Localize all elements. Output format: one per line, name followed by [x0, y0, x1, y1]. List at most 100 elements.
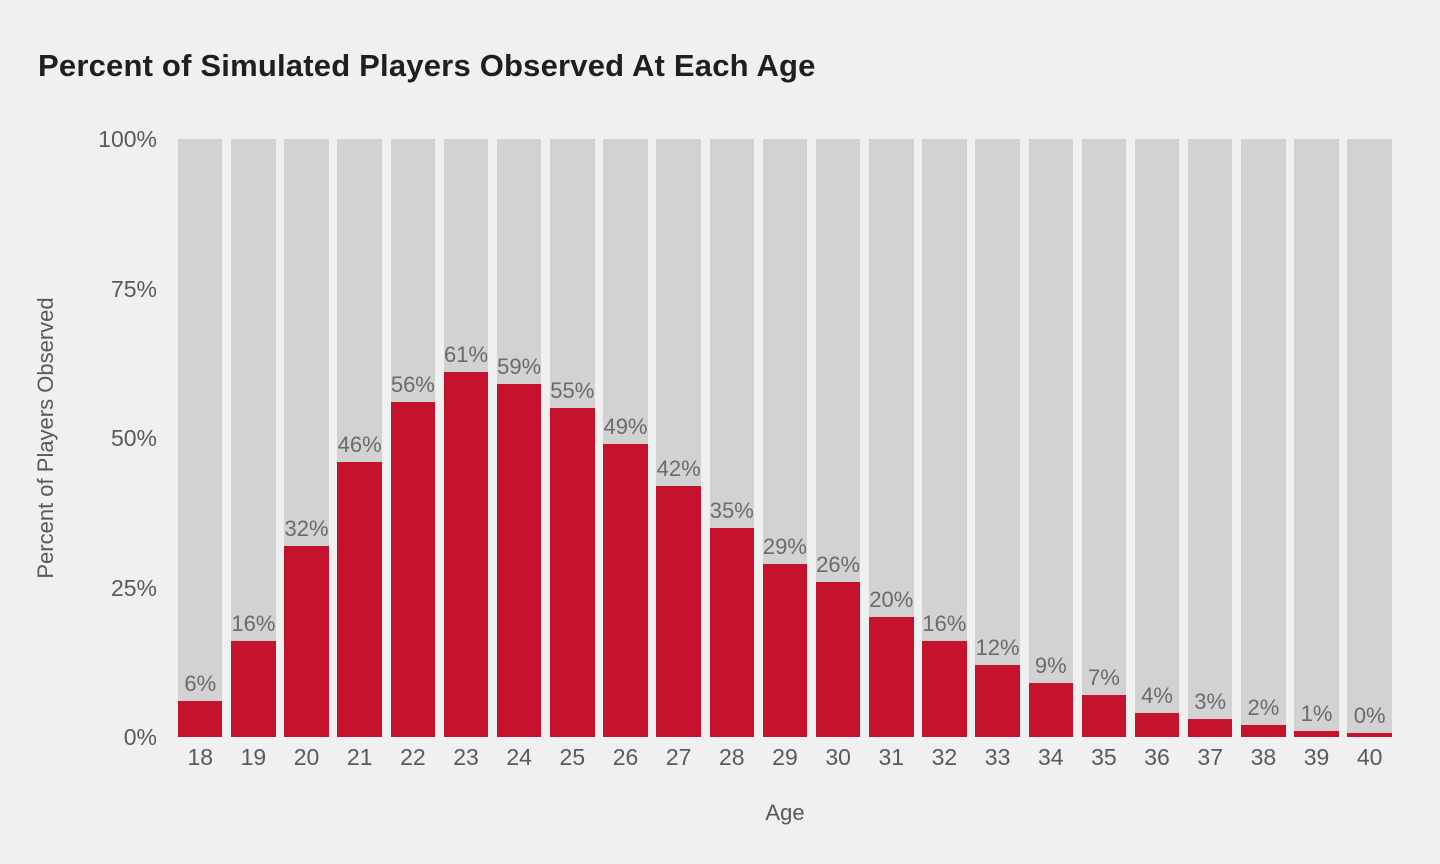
x-tick-label-28: 28: [719, 744, 745, 770]
bar-column-34: 9% 34: [1028, 139, 1073, 769]
bar-column-25: 55% 25: [550, 139, 595, 769]
x-axis-title: Age: [765, 800, 805, 825]
x-tick-label-29: 29: [772, 744, 798, 770]
bar-value-label-31: 20%: [869, 587, 914, 613]
x-tick-label-39: 39: [1303, 744, 1330, 770]
x-tick-label-26: 26: [612, 744, 639, 770]
x-tick-label-34: 34: [1037, 744, 1064, 770]
bar-value-label-37: 3%: [1194, 689, 1227, 715]
bar-value-label-27: 42%: [656, 455, 701, 481]
bar-fill-36: [1134, 713, 1180, 737]
bar-column-27: 42% 27: [656, 139, 701, 769]
x-tick-label-31: 31: [878, 744, 905, 770]
bar-fill-21: [337, 461, 382, 737]
bar-value-label-40: 0%: [1353, 703, 1386, 728]
bar-column-36: 4% 36: [1134, 139, 1180, 769]
bar-fill-19: [231, 641, 276, 737]
bar-fill-26: [603, 443, 648, 737]
bar-track-32: [922, 139, 967, 737]
bar-column-39: 1% 39: [1294, 139, 1339, 769]
bar-track-37: [1187, 139, 1233, 737]
bar-value-label-20: 32%: [284, 515, 329, 541]
x-tick-label-24: 24: [506, 744, 532, 770]
bar-track-40: [1347, 139, 1392, 737]
bar-fill-18: [178, 701, 223, 737]
bar-column-21: 46% 21: [337, 139, 382, 769]
x-tick-label-35: 35: [1091, 744, 1117, 770]
bar-fill-20: [284, 545, 329, 737]
bar-value-label-26: 49%: [603, 413, 648, 439]
bar-value-label-33: 12%: [975, 635, 1020, 661]
bar-value-label-18: 6%: [184, 671, 217, 697]
bar-value-label-34: 9%: [1034, 653, 1067, 679]
bar-column-31: 20% 31: [869, 139, 914, 769]
bar-column-18: 6% 18: [178, 139, 223, 769]
bar-value-label-35: 7%: [1087, 665, 1120, 691]
x-tick-label-27: 27: [665, 744, 692, 770]
x-tick-label-33: 33: [984, 744, 1011, 770]
x-tick-label-25: 25: [559, 744, 586, 770]
bar-value-label-23: 61%: [443, 342, 489, 368]
bar-column-40: 0% 40: [1347, 139, 1392, 769]
x-tick-label-21: 21: [346, 744, 373, 770]
bar-track-36: [1134, 139, 1180, 737]
bar-value-label-25: 55%: [550, 378, 595, 404]
x-tick-label-32: 32: [931, 744, 958, 770]
x-tick-label-22: 22: [400, 744, 426, 770]
y-tick-label-50: 50%: [110, 425, 157, 451]
bar-fill-34: [1028, 683, 1073, 737]
bar-column-24: 59% 24: [496, 139, 542, 769]
bar-track-38: [1241, 139, 1286, 737]
bar-value-label-29: 29%: [762, 533, 807, 559]
bar-track-33: [975, 139, 1020, 737]
y-tick-label-0: 0%: [123, 724, 157, 750]
bar-value-label-28: 35%: [709, 497, 754, 523]
bar-column-28: 35% 28: [709, 139, 755, 769]
x-tick-label-19: 19: [240, 744, 267, 770]
bar-column-37: 3% 37: [1187, 139, 1233, 769]
bar-column-35: 7% 35: [1081, 139, 1127, 769]
bar-fill-28: [709, 527, 755, 737]
bar-value-label-30: 26%: [816, 551, 861, 577]
bar-fill-40: [1347, 733, 1392, 737]
bar-track-18: [178, 139, 223, 737]
bar-fill-30: [815, 581, 861, 737]
bar-value-label-38: 2%: [1247, 695, 1280, 721]
bar-value-label-21: 46%: [337, 431, 382, 457]
bar-column-20: 32% 20: [284, 139, 329, 769]
bar-fill-29: [762, 563, 808, 737]
bar-column-29: 29% 29: [762, 139, 808, 769]
bar-fill-37: [1187, 719, 1233, 737]
bar-column-33: 12% 33: [975, 139, 1020, 769]
bar-track-35: [1081, 139, 1127, 737]
y-tick-label-25: 25%: [110, 574, 157, 601]
x-tick-label-37: 37: [1197, 744, 1223, 770]
bar-column-26: 49% 26: [603, 139, 648, 769]
y-tick-label-75: 75%: [110, 275, 157, 302]
bar-column-23: 61% 23: [443, 139, 489, 769]
bar-column-32: 16% 32: [922, 139, 967, 769]
x-tick-label-30: 30: [825, 744, 851, 770]
x-tick-label-36: 36: [1144, 744, 1170, 770]
y-axis-tick-labels: 0% 25% 50% 75% 100%: [0, 0, 157, 864]
bar-fill-27: [656, 485, 701, 737]
bar-fill-32: [922, 641, 967, 737]
y-axis-title: Percent of Players Observed: [33, 297, 58, 579]
bar-track-34: [1028, 139, 1073, 737]
bar-value-label-22: 56%: [390, 372, 435, 398]
bar-fill-22: [390, 402, 436, 737]
bar-value-label-24: 59%: [497, 354, 542, 380]
bar-column-19: 16% 19: [231, 139, 276, 769]
bar-fill-33: [975, 665, 1020, 737]
chart-title: Percent of Simulated Players Observed At…: [38, 48, 816, 83]
bar-fill-25: [550, 408, 595, 737]
bar-fill-31: [869, 617, 914, 737]
bar-fill-39: [1294, 731, 1339, 737]
x-tick-label-40: 40: [1356, 744, 1383, 770]
bar-track-19: [231, 139, 276, 737]
bar-value-label-32: 16%: [922, 611, 967, 637]
bar-column-22: 56% 22: [390, 139, 436, 769]
bar-column-38: 2% 38: [1241, 139, 1286, 769]
x-tick-label-38: 38: [1250, 744, 1277, 770]
x-tick-label-18: 18: [187, 744, 214, 770]
